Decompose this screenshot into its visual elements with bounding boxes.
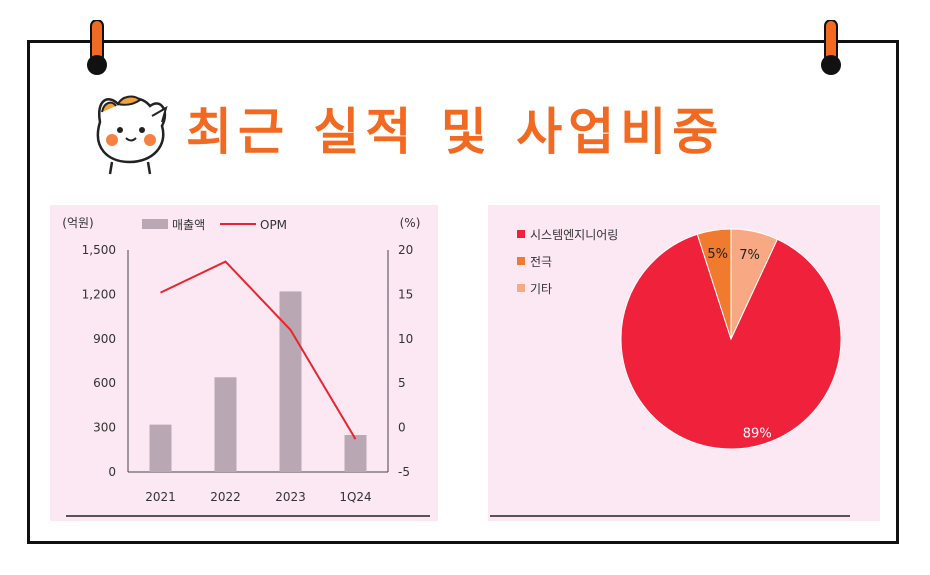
- cat-mascot-icon: [96, 95, 168, 175]
- y-tick-label: 900: [93, 332, 116, 346]
- legend-line-label: OPM: [260, 218, 287, 232]
- binder-ring-right: [821, 20, 841, 75]
- revenue-bar: [214, 377, 237, 472]
- revenue-bar: [344, 435, 367, 472]
- y2-tick-label: -5: [398, 465, 410, 479]
- pie-legend-swatch: [517, 284, 525, 292]
- opm-line: [160, 260, 357, 440]
- pie-legend-label: 기타: [530, 282, 552, 296]
- pie-slice-label: 5%: [707, 247, 728, 262]
- x-tick-label: 2021: [145, 490, 176, 504]
- y-tick-label: 600: [93, 376, 116, 390]
- revenue-bar: [279, 291, 302, 472]
- y2-axis-unit-label: (%): [400, 216, 421, 230]
- x-tick-label: 1Q24: [339, 490, 371, 504]
- page-title: 최근 실적 및 사업비중: [186, 103, 725, 161]
- y2-tick-label: 0: [398, 421, 406, 435]
- x-tick-label: 2023: [275, 490, 306, 504]
- y-tick-label: 0: [108, 465, 116, 479]
- pie-legend-swatch: [517, 230, 525, 238]
- bar-line-chart: (억원) (%) 매출액 OPM 1,500 1,200 900 600 300 0 20…: [62, 216, 430, 517]
- pie-slice-label: 89%: [743, 426, 772, 441]
- pie-slice: [696, 228, 732, 340]
- y-axis-unit-label: (억원): [62, 216, 93, 230]
- y-tick-label: 1,200: [82, 287, 116, 301]
- y-tick-label: 1,500: [82, 243, 116, 257]
- y2-tick-label: 15: [398, 287, 413, 301]
- legend-bar-label: 매출액: [172, 218, 205, 232]
- y2-tick-label: 10: [398, 332, 413, 346]
- y2-tick-label: 20: [398, 243, 413, 257]
- pie-slice: [620, 233, 842, 450]
- legend-bar-swatch: [142, 219, 168, 229]
- bar-chart-panel: (억원) (%) 매출액 OPM 1,500 1,200 900 600 300 0 20…: [50, 205, 438, 521]
- x-tick-label: 2022: [210, 490, 241, 504]
- pie-legend-label: 전극: [530, 255, 552, 269]
- pie-legend-swatch: [517, 257, 525, 265]
- pie-slice-label: 7%: [739, 248, 760, 263]
- pie-legend-label: 시스템엔지니어링: [530, 228, 618, 242]
- y-tick-label: 300: [93, 421, 116, 435]
- y2-tick-label: 5: [398, 376, 406, 390]
- revenue-bar: [149, 424, 172, 472]
- binder-ring-left: [87, 20, 107, 75]
